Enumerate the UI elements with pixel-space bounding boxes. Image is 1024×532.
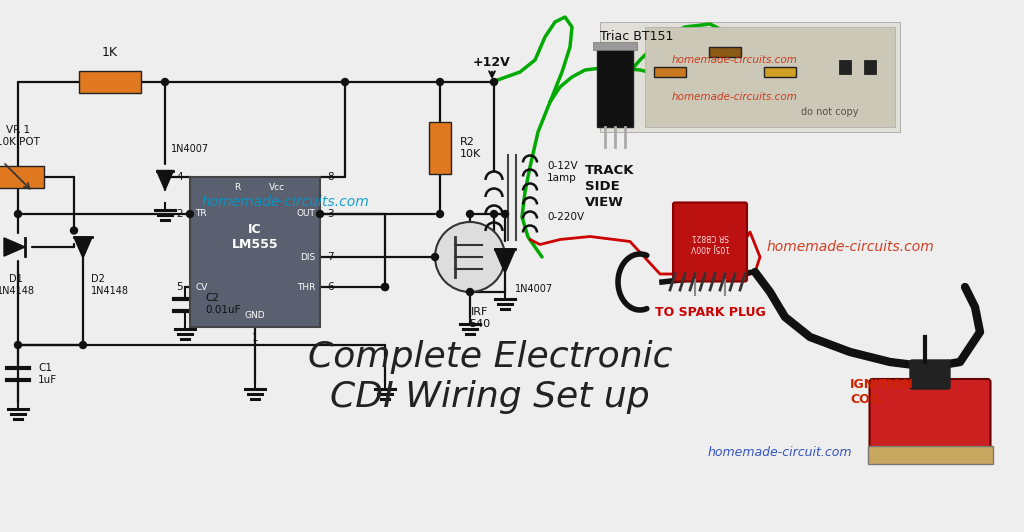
FancyBboxPatch shape: [654, 67, 686, 77]
Circle shape: [162, 79, 169, 86]
Circle shape: [316, 211, 324, 218]
Circle shape: [502, 211, 509, 218]
Text: homemade-circuits.com: homemade-circuits.com: [672, 55, 798, 65]
Text: 7: 7: [327, 252, 334, 262]
Text: do not copy: do not copy: [801, 107, 859, 117]
Text: 1N4007: 1N4007: [515, 284, 553, 294]
FancyBboxPatch shape: [79, 71, 141, 93]
Circle shape: [467, 211, 473, 218]
Text: DIS: DIS: [300, 253, 315, 262]
FancyBboxPatch shape: [645, 27, 895, 127]
Text: 0-12V
1amp: 0-12V 1amp: [547, 161, 578, 183]
FancyBboxPatch shape: [764, 67, 796, 77]
FancyBboxPatch shape: [597, 49, 633, 127]
Text: TR: TR: [195, 210, 207, 219]
Circle shape: [431, 254, 438, 261]
Circle shape: [186, 211, 194, 218]
Circle shape: [436, 79, 443, 86]
Polygon shape: [74, 237, 92, 258]
Text: IRF
540: IRF 540: [469, 307, 490, 329]
Text: homemade-circuits.com: homemade-circuits.com: [766, 240, 934, 254]
Circle shape: [14, 211, 22, 218]
Text: Complete Electronic
CDI Wiring Set up: Complete Electronic CDI Wiring Set up: [308, 340, 672, 414]
Circle shape: [490, 79, 498, 86]
Text: Vcc: Vcc: [269, 183, 285, 192]
Text: 8: 8: [327, 172, 334, 182]
Circle shape: [382, 284, 388, 290]
Text: IC
LM555: IC LM555: [231, 223, 279, 251]
Text: D1
1N4148: D1 1N4148: [0, 274, 35, 296]
Circle shape: [436, 211, 443, 218]
Text: 1: 1: [252, 333, 258, 343]
Text: D2
1N4148: D2 1N4148: [91, 274, 129, 296]
Text: GND: GND: [245, 311, 265, 320]
Circle shape: [71, 227, 78, 234]
Text: Triac BT151: Triac BT151: [600, 30, 674, 44]
Circle shape: [80, 342, 86, 348]
Text: 1N4007: 1N4007: [171, 144, 209, 154]
Text: +12V: +12V: [473, 56, 511, 69]
Text: 2: 2: [176, 209, 183, 219]
Circle shape: [14, 342, 22, 348]
Text: OUT: OUT: [296, 210, 315, 219]
Polygon shape: [495, 249, 515, 273]
Text: 1K: 1K: [102, 46, 118, 59]
Text: R: R: [233, 183, 240, 192]
Text: R2
10K: R2 10K: [460, 137, 481, 159]
FancyBboxPatch shape: [867, 446, 992, 464]
FancyBboxPatch shape: [673, 203, 746, 281]
FancyBboxPatch shape: [839, 60, 851, 74]
Circle shape: [490, 211, 498, 218]
Circle shape: [341, 79, 348, 86]
Text: 6: 6: [327, 282, 334, 292]
Circle shape: [382, 284, 388, 290]
FancyBboxPatch shape: [864, 60, 876, 74]
Polygon shape: [4, 238, 25, 256]
Text: C2
0.01uF: C2 0.01uF: [205, 293, 241, 315]
Text: 105J 400V
SR CB821: 105J 400V SR CB821: [690, 232, 729, 252]
Polygon shape: [157, 170, 173, 190]
Text: 3: 3: [327, 209, 334, 219]
FancyBboxPatch shape: [429, 122, 451, 174]
FancyBboxPatch shape: [593, 42, 637, 50]
Circle shape: [435, 222, 505, 292]
Text: 5: 5: [176, 282, 183, 292]
Text: VR 1
10K POT: VR 1 10K POT: [0, 126, 40, 147]
Text: TO SPARK PLUG: TO SPARK PLUG: [655, 305, 766, 319]
Text: homemade-circuit.com: homemade-circuit.com: [708, 445, 852, 459]
Text: C1
1uF: C1 1uF: [38, 363, 57, 385]
FancyBboxPatch shape: [600, 22, 900, 132]
FancyBboxPatch shape: [0, 166, 44, 188]
Circle shape: [467, 288, 473, 295]
Text: homemade-circuits.com: homemade-circuits.com: [672, 92, 798, 102]
FancyBboxPatch shape: [869, 379, 990, 455]
Text: IGNITION
COIL: IGNITION COIL: [850, 378, 913, 406]
FancyBboxPatch shape: [190, 177, 319, 327]
FancyBboxPatch shape: [910, 360, 950, 389]
Text: TRACK
SIDE
VIEW: TRACK SIDE VIEW: [585, 164, 635, 210]
Text: 4: 4: [176, 172, 183, 182]
Text: CV: CV: [195, 282, 208, 292]
FancyBboxPatch shape: [709, 47, 741, 57]
Text: THR: THR: [297, 282, 315, 292]
Text: homemade-circuits.com: homemade-circuits.com: [201, 195, 369, 209]
Text: 0-220V: 0-220V: [547, 212, 584, 222]
